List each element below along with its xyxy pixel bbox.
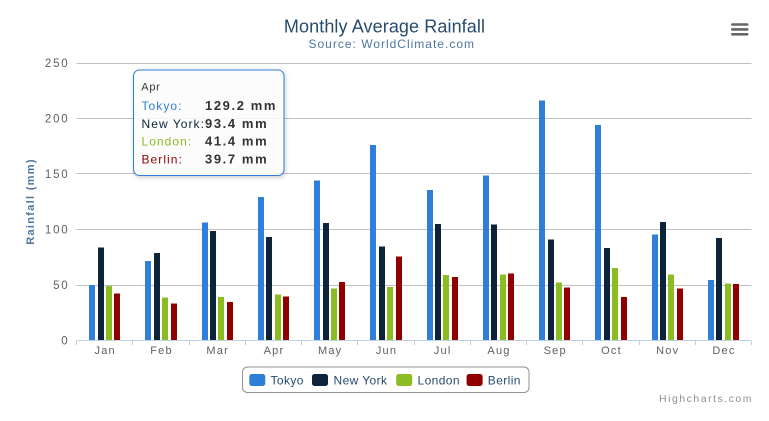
- svg-text:Source: WorldClimate.com: Source: WorldClimate.com: [309, 37, 476, 51]
- svg-text:Jan: Jan: [95, 345, 116, 357]
- svg-text:150: 150: [45, 169, 70, 181]
- svg-text:Berlin: Berlin: [488, 374, 521, 388]
- svg-text:Sep: Sep: [544, 345, 567, 357]
- svg-text:Tokyo:: Tokyo:: [142, 99, 183, 113]
- svg-text:93.4 mm: 93.4 mm: [205, 116, 268, 131]
- svg-text:Monthly Average Rainfall: Monthly Average Rainfall: [284, 17, 485, 37]
- svg-text:New York: New York: [334, 374, 388, 388]
- svg-text:41.4 mm: 41.4 mm: [205, 134, 268, 149]
- svg-text:Mar: Mar: [206, 345, 229, 357]
- svg-text:Dec: Dec: [712, 345, 735, 357]
- svg-text:50: 50: [53, 280, 69, 292]
- svg-text:London: London: [418, 374, 460, 388]
- svg-text:Oct: Oct: [601, 345, 622, 357]
- svg-text:Jun: Jun: [376, 345, 397, 357]
- svg-text:129.2 mm: 129.2 mm: [205, 98, 277, 113]
- svg-text:May: May: [318, 345, 342, 357]
- svg-text:Rainfall (mm): Rainfall (mm): [25, 158, 37, 245]
- svg-text:100: 100: [45, 225, 70, 237]
- svg-text:250: 250: [45, 58, 70, 70]
- svg-text:Highcharts.com: Highcharts.com: [659, 393, 753, 405]
- svg-text:Berlin:: Berlin:: [142, 152, 183, 166]
- svg-text:Apr: Apr: [264, 345, 285, 357]
- svg-text:Apr: Apr: [141, 81, 160, 93]
- svg-text:200: 200: [45, 114, 70, 126]
- svg-text:Tokyo: Tokyo: [271, 374, 304, 388]
- svg-text:39.7 mm: 39.7 mm: [205, 151, 268, 166]
- svg-text:Nov: Nov: [656, 345, 679, 357]
- svg-text:Aug: Aug: [487, 345, 510, 357]
- svg-text:Jul: Jul: [434, 345, 452, 357]
- svg-text:New York:: New York:: [142, 117, 205, 131]
- svg-text:Feb: Feb: [150, 345, 173, 357]
- svg-text:0: 0: [61, 336, 69, 348]
- svg-text:London:: London:: [142, 135, 193, 149]
